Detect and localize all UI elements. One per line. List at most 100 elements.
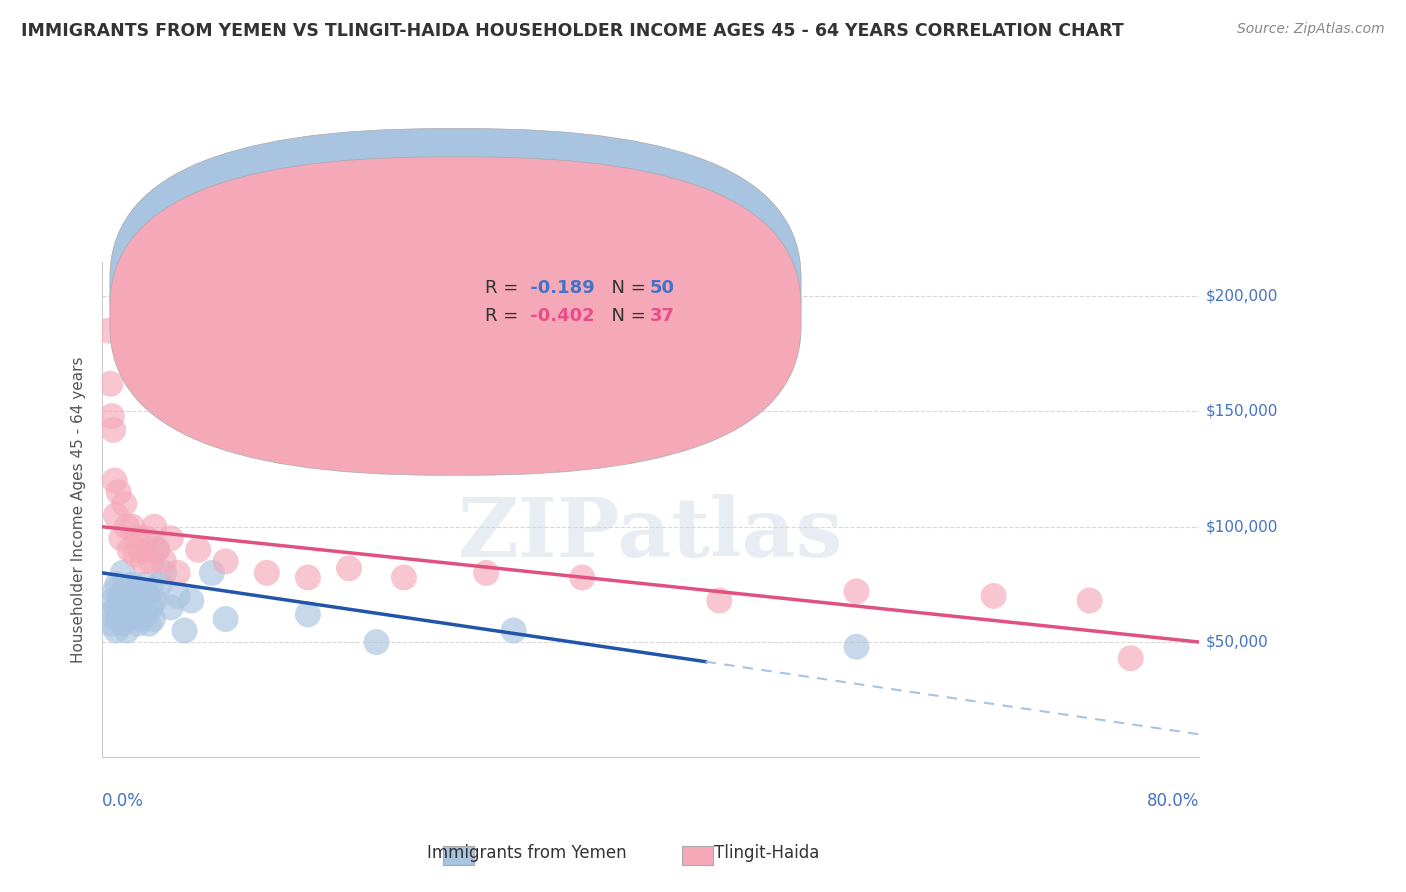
Point [104, 508, 127, 523]
Point [98, 324, 121, 338]
Point [118, 584, 141, 599]
Point [104, 624, 127, 638]
Point [983, 589, 1005, 603]
Point [121, 520, 143, 534]
Point [115, 624, 138, 638]
Point [159, 531, 181, 545]
Point [146, 542, 169, 557]
Point [135, 531, 157, 545]
Point [146, 542, 169, 557]
Point [124, 600, 146, 615]
Point [114, 607, 136, 622]
Text: IMMIGRANTS FROM YEMEN VS TLINGIT-HAIDA HOUSEHOLDER INCOME AGES 45 - 64 YEARS COR: IMMIGRANTS FROM YEMEN VS TLINGIT-HAIDA H… [21, 22, 1123, 40]
Point [571, 570, 593, 584]
Point [128, 584, 150, 599]
FancyBboxPatch shape [110, 128, 801, 447]
Point [166, 589, 188, 603]
Point [149, 577, 172, 591]
Text: R =: R = [485, 279, 524, 297]
Point [111, 616, 134, 631]
Point [141, 584, 163, 599]
Point [135, 607, 157, 622]
Point [103, 474, 125, 488]
Text: $100,000: $100,000 [1206, 519, 1278, 534]
Point [166, 566, 188, 580]
Point [101, 616, 124, 631]
Point [120, 593, 142, 607]
Point [709, 593, 731, 607]
Point [100, 376, 122, 391]
Point [180, 593, 202, 607]
Point [110, 531, 132, 545]
Text: 37: 37 [650, 307, 675, 325]
Point [103, 423, 125, 437]
Point [1119, 651, 1142, 665]
Point [125, 589, 148, 603]
Point [124, 548, 146, 562]
Text: 80.0%: 80.0% [1147, 792, 1199, 810]
Point [131, 600, 153, 615]
Text: -0.402: -0.402 [523, 307, 595, 325]
Point [143, 520, 166, 534]
Point [201, 566, 224, 580]
Point [110, 593, 132, 607]
Point [115, 520, 138, 534]
Point [153, 554, 176, 568]
Point [101, 409, 124, 423]
Point [214, 554, 236, 568]
Point [845, 640, 868, 654]
Point [139, 600, 162, 615]
Point [118, 612, 141, 626]
Point [138, 616, 160, 631]
Point [117, 589, 139, 603]
Point [142, 612, 165, 626]
Point [134, 577, 156, 591]
Point [187, 542, 209, 557]
Point [129, 612, 152, 626]
Point [366, 635, 388, 649]
Point [108, 589, 131, 603]
Point [107, 612, 129, 626]
FancyBboxPatch shape [110, 157, 801, 475]
Point [103, 593, 125, 607]
Text: $200,000: $200,000 [1206, 289, 1278, 303]
Point [141, 554, 163, 568]
Point [297, 570, 319, 584]
Text: R =: R = [485, 307, 524, 325]
Point [502, 624, 524, 638]
Point [107, 485, 129, 500]
Text: 50: 50 [650, 279, 675, 297]
Text: -0.189: -0.189 [523, 279, 595, 297]
Point [1078, 593, 1101, 607]
Point [214, 612, 236, 626]
Text: $150,000: $150,000 [1206, 404, 1278, 419]
Point [392, 570, 415, 584]
Point [153, 566, 176, 580]
Point [138, 542, 160, 557]
Point [103, 584, 125, 599]
Text: N =: N = [600, 279, 652, 297]
Point [845, 584, 868, 599]
Point [127, 531, 149, 545]
Point [132, 593, 155, 607]
Point [132, 554, 155, 568]
Y-axis label: Householder Income Ages 45 - 64 years: Householder Income Ages 45 - 64 years [72, 356, 86, 663]
Point [104, 600, 127, 615]
Point [256, 566, 278, 580]
Point [118, 542, 141, 557]
Point [475, 566, 498, 580]
Point [115, 600, 138, 615]
Point [121, 577, 143, 591]
Text: Tlingit-Haida: Tlingit-Haida [714, 844, 818, 862]
Text: 0.0%: 0.0% [103, 792, 143, 810]
Point [112, 584, 135, 599]
Text: $50,000: $50,000 [1206, 634, 1270, 649]
Point [111, 566, 134, 580]
Point [297, 607, 319, 622]
Point [173, 624, 195, 638]
Point [337, 561, 360, 575]
Point [112, 497, 135, 511]
Point [105, 577, 128, 591]
Text: Immigrants from Yemen: Immigrants from Yemen [427, 844, 627, 862]
Text: ZIPatlas: ZIPatlas [458, 494, 844, 574]
